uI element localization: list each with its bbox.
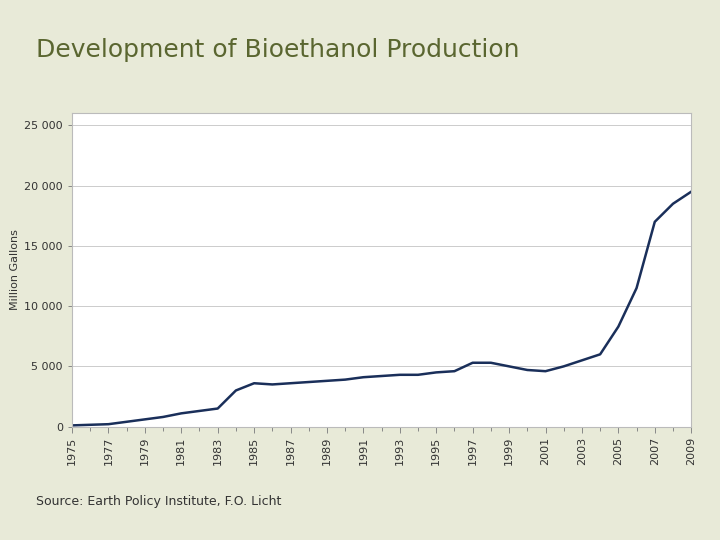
Y-axis label: Million Gallons: Million Gallons [10, 230, 20, 310]
Text: Development of Bioethanol Production: Development of Bioethanol Production [36, 38, 520, 62]
Text: Source: Earth Policy Institute, F.O. Licht: Source: Earth Policy Institute, F.O. Lic… [36, 495, 282, 508]
